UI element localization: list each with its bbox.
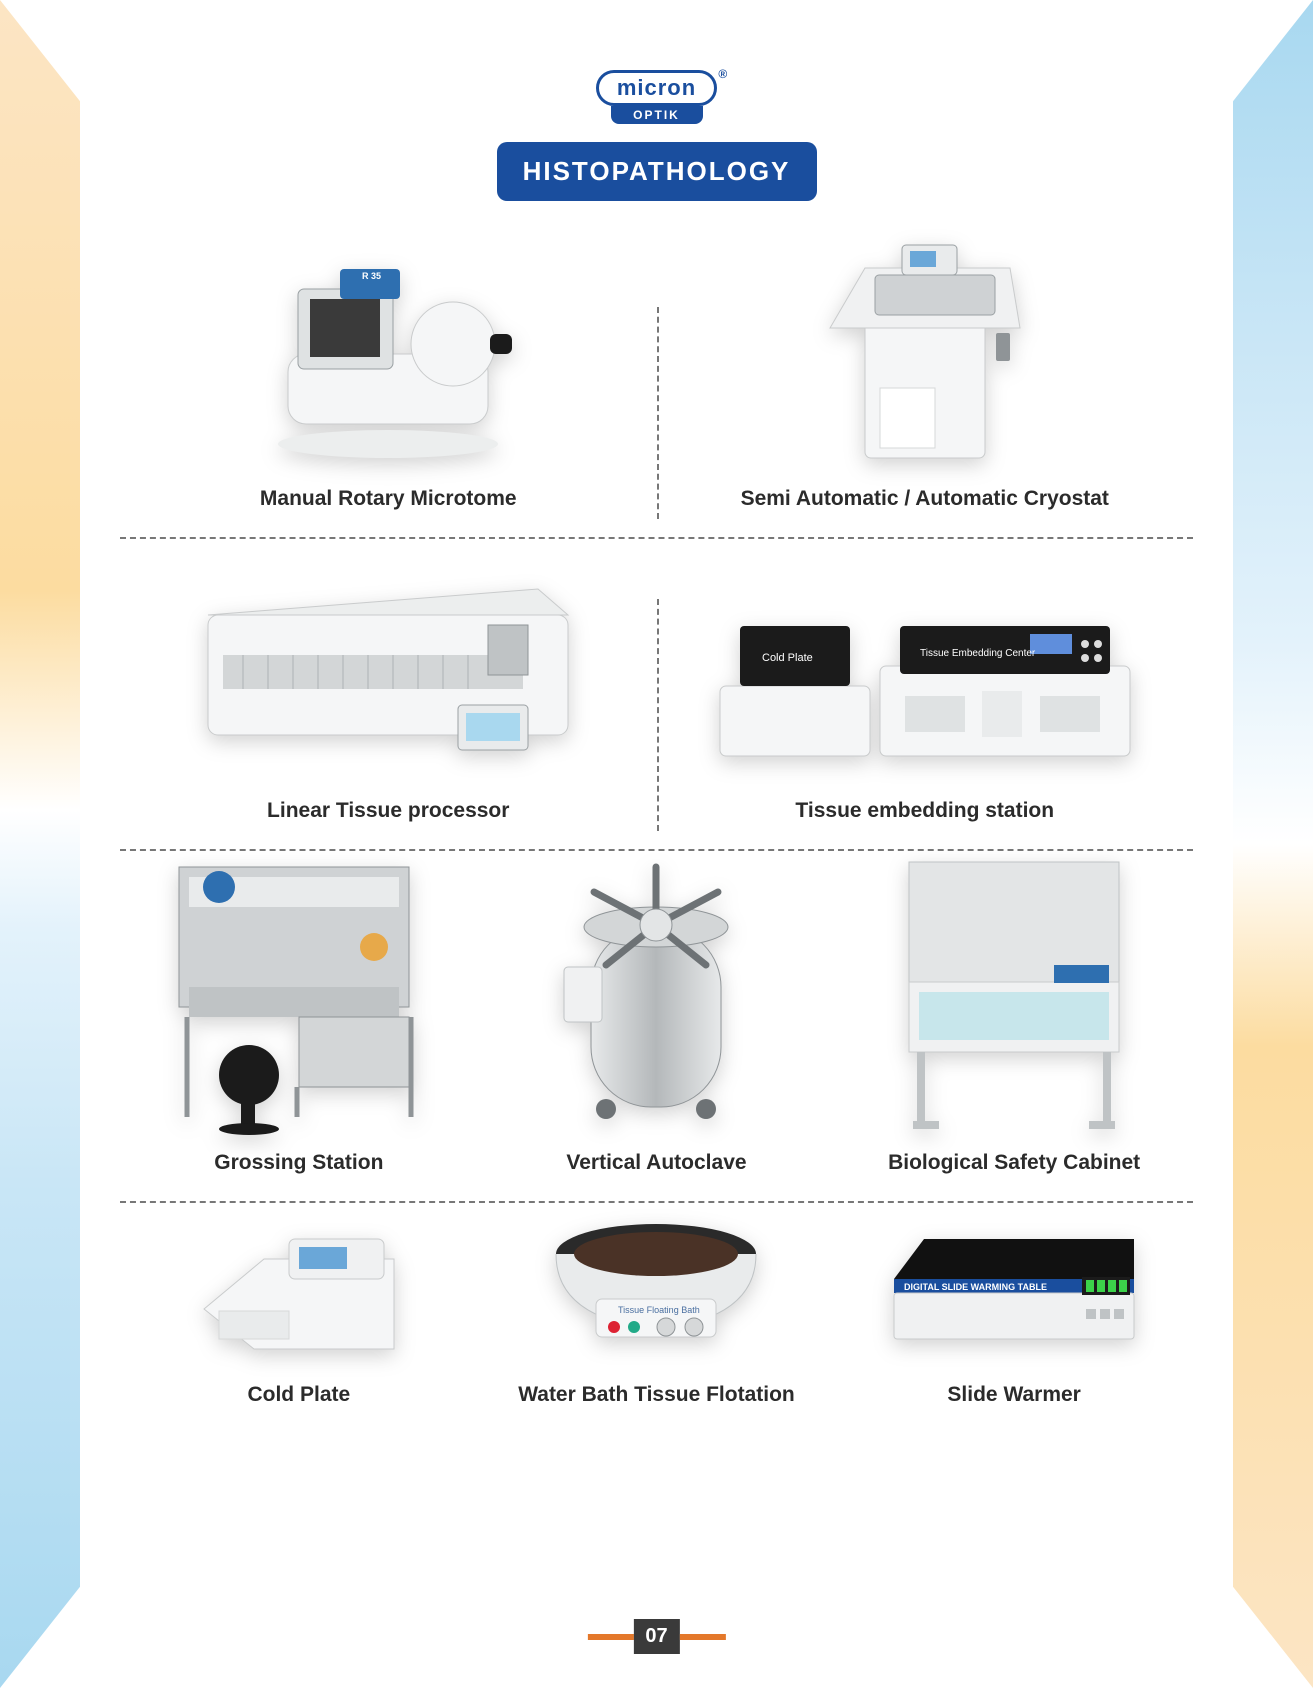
product-caption: Manual Rotary Microtome bbox=[260, 487, 517, 511]
product-row: Cold Plate Tissue Floating Bath Water Ba… bbox=[120, 1203, 1193, 1433]
brand-logo: micron OPTIK bbox=[120, 70, 1193, 124]
product-cell-warmer: DIGITAL SLIDE WARMING TABLE Slide Warmer bbox=[835, 1203, 1193, 1433]
product-row: Grossing Station Vertical Autoclave Biol… bbox=[120, 851, 1193, 1201]
page-number-bar-left bbox=[587, 1634, 633, 1640]
product-cell-biosafety: Biological Safety Cabinet bbox=[835, 851, 1193, 1201]
page-title: HISTOPATHOLOGY bbox=[497, 142, 817, 201]
product-caption: Grossing Station bbox=[214, 1151, 383, 1175]
microtome-illustration: R 35 bbox=[130, 225, 647, 473]
page-number: 07 bbox=[587, 1619, 725, 1654]
waterbath-label: Tissue Floating Bath bbox=[618, 1305, 700, 1315]
warmer-label: DIGITAL SLIDE WARMING TABLE bbox=[904, 1282, 1047, 1292]
product-caption: Tissue embedding station bbox=[795, 799, 1054, 823]
embedding-illustration: Cold Plate Tissue Embedding Center bbox=[667, 557, 1184, 785]
product-cell-embedding: Cold Plate Tissue Embedding Center Tissu… bbox=[657, 539, 1194, 849]
product-cell-microtome: R 35 Manual Rotary Microtome bbox=[120, 207, 657, 537]
product-cell-cryostat: Semi Automatic / Automatic Cryostat bbox=[657, 207, 1194, 537]
warmer-illustration: DIGITAL SLIDE WARMING TABLE bbox=[845, 1219, 1183, 1369]
vertical-divider bbox=[657, 307, 659, 519]
product-cell-coldplate: Cold Plate bbox=[120, 1203, 478, 1433]
coldplate-illustration bbox=[130, 1199, 468, 1369]
product-row: R 35 Manual Rotary Microtome Semi Automa… bbox=[120, 207, 1193, 537]
cryostat-illustration bbox=[667, 213, 1184, 473]
brand-subtitle: OPTIK bbox=[611, 106, 703, 124]
embedding-left-label: Cold Plate bbox=[762, 652, 813, 664]
autoclave-illustration bbox=[488, 837, 826, 1137]
grossing-illustration bbox=[130, 837, 468, 1137]
embedding-right-label: Tissue Embedding Center bbox=[920, 648, 1036, 659]
svg-text:R 35: R 35 bbox=[362, 271, 381, 281]
product-row: Linear Tissue processor Cold Plate Tissu… bbox=[120, 539, 1193, 849]
brand-name: micron bbox=[596, 70, 717, 106]
waterbath-illustration: Tissue Floating Bath bbox=[488, 1199, 826, 1369]
linear-illustration bbox=[130, 555, 647, 785]
product-caption: Biological Safety Cabinet bbox=[888, 1151, 1140, 1175]
product-caption: Vertical Autoclave bbox=[566, 1151, 746, 1175]
product-caption: Linear Tissue processor bbox=[267, 799, 509, 823]
product-caption: Semi Automatic / Automatic Cryostat bbox=[741, 487, 1109, 511]
biosafety-illustration bbox=[845, 837, 1183, 1137]
product-cell-waterbath: Tissue Floating Bath Water Bath Tissue F… bbox=[478, 1203, 836, 1433]
product-caption: Slide Warmer bbox=[947, 1383, 1080, 1407]
page-number-bar-right bbox=[680, 1634, 726, 1640]
vertical-divider bbox=[657, 599, 659, 831]
page-number-value: 07 bbox=[633, 1619, 679, 1654]
product-cell-linear: Linear Tissue processor bbox=[120, 539, 657, 849]
product-caption: Cold Plate bbox=[247, 1383, 350, 1407]
product-caption: Water Bath Tissue Flotation bbox=[518, 1383, 795, 1407]
product-cell-grossing: Grossing Station bbox=[120, 851, 478, 1201]
product-cell-autoclave: Vertical Autoclave bbox=[478, 851, 836, 1201]
